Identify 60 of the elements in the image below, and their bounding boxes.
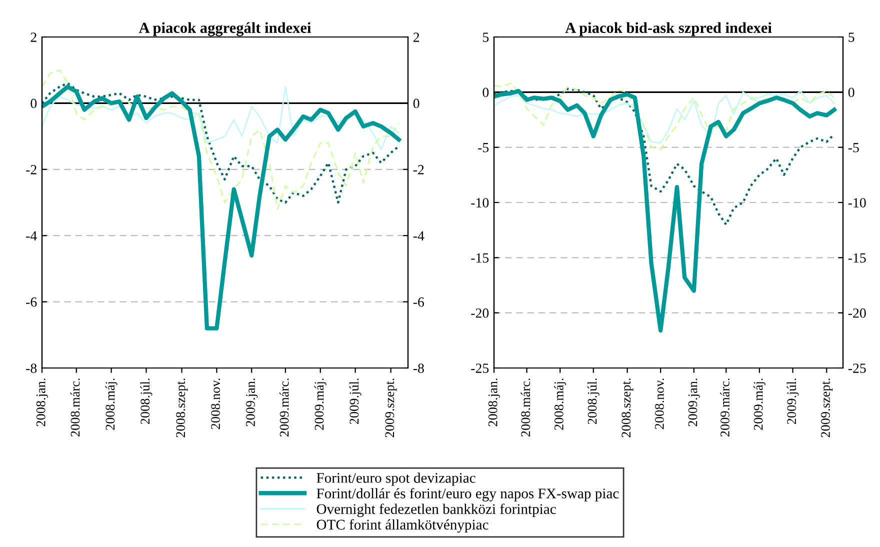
x-tick-label: 2009.máj. <box>753 378 766 430</box>
y2-tick-label: -25 <box>848 364 866 373</box>
x-tick-label: 2008.szept. <box>176 378 188 438</box>
y2-tick-label: -15 <box>848 253 866 263</box>
y2-tick-label: -8 <box>413 364 424 373</box>
x-tick-label: 2009.máj. <box>314 378 326 430</box>
y-tick-label: -8 <box>26 364 37 373</box>
y-tick-label: -10 <box>471 198 489 208</box>
y-tick-label: -2 <box>26 165 36 174</box>
y-tick-label: 2 <box>30 32 36 42</box>
y2-tick-label: -6 <box>413 297 424 307</box>
chart-title: A piacok bid-ask szpred indexei <box>565 22 772 36</box>
x-tick-label: 2009.júl. <box>349 378 362 424</box>
y2-tick-label: 2 <box>413 32 420 42</box>
x-tick-label: 2009.jan. <box>246 378 258 426</box>
y2-tick-label: 5 <box>848 32 854 42</box>
legend-label: Forint/dollár és forint/euro egy napos FX-swap piac <box>316 488 619 502</box>
y-tick-label: 5 <box>483 32 489 42</box>
line-series <box>494 88 836 333</box>
x-tick-label: 2008.márc. <box>70 378 80 436</box>
y2-tick-label: -2 <box>413 165 424 174</box>
y2-tick-label: 0 <box>413 98 420 108</box>
y2-tick-label: -20 <box>848 308 866 318</box>
y-tick-label: 0 <box>30 98 37 108</box>
x-tick-label: 2009.márc. <box>279 378 289 436</box>
x-tick-label: 2008.nov. <box>211 378 220 430</box>
line-series <box>42 84 401 330</box>
line-series <box>494 88 836 226</box>
line-series <box>494 82 835 150</box>
x-tick-label: 2008.nov. <box>654 378 664 430</box>
chart-title: A piacok aggregált indexei <box>138 22 311 36</box>
y2-tick-label: -10 <box>848 198 866 208</box>
legend-label: Forint/euro spot devizapiac <box>316 472 476 486</box>
legend-label: OTC forint államkötvénypiac <box>316 519 488 533</box>
y-tick-label: -5 <box>478 143 489 152</box>
line-series <box>494 90 835 144</box>
x-tick-label: 2008.jan. <box>36 378 48 426</box>
legend-label: Overnight fedezetlen bankközi forintpiac <box>316 504 556 517</box>
x-tick-label: 2009.szept. <box>821 378 833 438</box>
x-tick-label: 2008.máj. <box>105 378 118 430</box>
y-tick-label: -6 <box>26 297 37 307</box>
x-tick-label: 2009.márc. <box>720 378 730 436</box>
y2-tick-label: -4 <box>413 231 424 240</box>
x-tick-label: 2008.szept. <box>622 378 634 438</box>
y-tick-label: 0 <box>482 88 489 98</box>
y2-tick-label: 0 <box>848 88 854 98</box>
x-tick-label: 2009.szept. <box>385 378 397 438</box>
x-tick-label: 2008.márc. <box>520 378 530 436</box>
y-tick-label: -15 <box>471 253 489 263</box>
y-tick-label: -25 <box>471 364 489 373</box>
y-tick-label: -4 <box>26 231 37 240</box>
x-tick-label: 2008.jan. <box>488 378 500 426</box>
line-series <box>42 86 400 150</box>
x-tick-label: 2008.máj. <box>554 378 566 430</box>
x-tick-label: 2009.jan. <box>688 378 700 426</box>
x-tick-label: 2008.júl. <box>587 378 600 424</box>
x-tick-label: 2008.júl. <box>140 378 152 424</box>
y-tick-label: -20 <box>471 308 489 318</box>
x-tick-label: 2009.júl. <box>786 378 799 424</box>
y2-tick-label: -5 <box>848 143 859 152</box>
